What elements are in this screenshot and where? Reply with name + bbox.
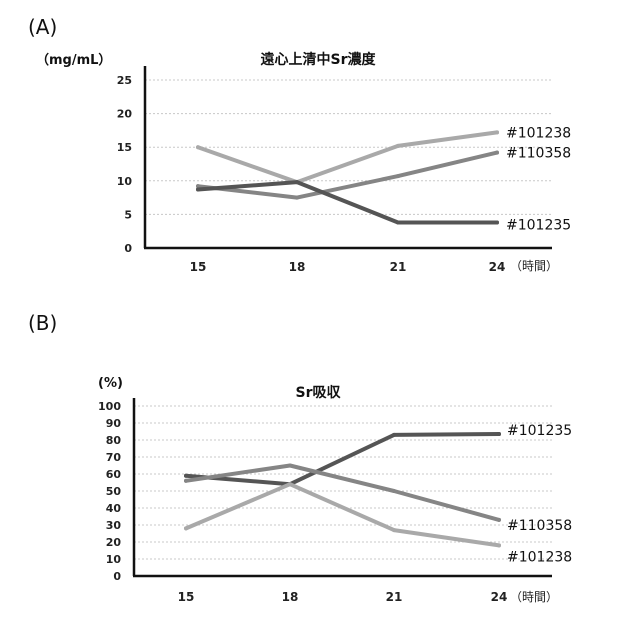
chart-b-series <box>184 432 501 547</box>
chart-b-data-point-110358 <box>497 518 501 522</box>
chart-b-title: Sr吸収 <box>296 384 342 401</box>
chart-b: (B) Sr吸収 (%) （時間） 0 10 20 30 40 50 60 70 80 90 100… <box>28 311 572 604</box>
chart-b-x-tick-label: 21 <box>386 590 403 604</box>
chart-b-y-tick-label: 30 <box>106 519 122 532</box>
chart-a-x-tick-label: 15 <box>190 260 207 274</box>
chart-a-y-tick-label: 5 <box>124 208 132 221</box>
chart-a-series-line-101238 <box>198 132 497 182</box>
chart-a-data-point-101238 <box>396 144 400 148</box>
chart-b-x-ticks: 15 18 21 24 <box>178 590 508 604</box>
chart-a-series-label-110358: #110358 <box>506 146 571 162</box>
chart-a-data-point-101235 <box>495 220 499 224</box>
chart-b-y-tick-label: 50 <box>106 485 122 498</box>
chart-a: (A) 遠心上清中Sr濃度 （mg/mL） （時間） 0 5 10 15 20 25 15… <box>28 15 571 274</box>
chart-b-data-point-101238 <box>184 526 188 530</box>
chart-a-data-point-101238 <box>495 130 499 134</box>
chart-b-x-tick-label: 24 <box>491 590 508 604</box>
chart-b-y-tick-label: 100 <box>98 400 121 413</box>
chart-a-data-point-110358 <box>495 151 499 155</box>
chart-b-y-tick-label: 80 <box>106 434 122 447</box>
chart-a-y-tick-label: 0 <box>124 242 132 255</box>
chart-b-y-tick-label: 10 <box>106 553 122 566</box>
chart-a-y-tick-label: 15 <box>117 141 132 154</box>
chart-b-data-point-101238 <box>288 482 292 486</box>
chart-b-y-tick-label: 90 <box>106 417 122 430</box>
chart-b-series-label-101235: #101235 <box>507 423 572 439</box>
chart-b-grid <box>134 406 552 559</box>
chart-a-x-tick-label: 24 <box>489 260 506 274</box>
chart-a-y-ticks: 0 5 10 15 20 25 <box>117 74 133 255</box>
chart-b-y-ticks: 0 10 20 30 40 50 60 70 80 90 100 <box>98 400 121 583</box>
panel-label-a: (A) <box>28 15 57 39</box>
chart-a-x-unit: （時間） <box>510 259 558 273</box>
chart-b-series-label-101238: #101238 <box>507 549 572 565</box>
chart-b-data-point-110358 <box>184 479 188 483</box>
chart-b-x-tick-label: 18 <box>282 590 299 604</box>
chart-b-y-tick-label: 40 <box>106 502 122 515</box>
chart-a-data-point-101235 <box>196 188 200 192</box>
chart-a-x-tick-label: 21 <box>390 260 407 274</box>
chart-b-data-point-101238 <box>392 528 396 532</box>
chart-a-data-point-110358 <box>396 174 400 178</box>
chart-a-series-label-101238: #101238 <box>506 125 571 141</box>
chart-a-data-point-101235 <box>396 220 400 224</box>
chart-a-series-labels: #101238 #110358 #101235 <box>506 125 571 233</box>
chart-a-y-tick-label: 25 <box>117 74 132 87</box>
chart-b-data-point-110358 <box>392 489 396 493</box>
chart-b-y-tick-label: 70 <box>106 451 122 464</box>
chart-b-series-label-110358: #110358 <box>507 518 572 534</box>
chart-a-grid <box>145 80 552 214</box>
chart-a-title: 遠心上清中Sr濃度 <box>261 51 377 68</box>
chart-a-series-line-110358 <box>198 153 497 198</box>
panel-label-b: (B) <box>28 311 57 335</box>
chart-a-y-tick-label: 20 <box>117 108 133 121</box>
chart-b-y-unit: (%) <box>98 376 123 391</box>
chart-b-y-tick-label: 60 <box>106 468 122 481</box>
chart-a-y-tick-label: 10 <box>117 175 133 188</box>
chart-b-x-tick-label: 15 <box>178 590 195 604</box>
chart-b-y-tick-label: 0 <box>113 570 121 583</box>
chart-a-data-point-101238 <box>196 145 200 149</box>
chart-b-y-tick-label: 20 <box>106 536 122 549</box>
chart-b-data-point-101235 <box>392 433 396 437</box>
chart-a-series <box>196 130 499 224</box>
chart-a-data-point-101235 <box>295 180 299 184</box>
chart-b-data-point-101238 <box>497 543 501 547</box>
chart-a-y-unit: （mg/mL） <box>36 52 111 68</box>
chart-b-data-point-110358 <box>288 464 292 468</box>
chart-b-series-labels: #101235 #110358 #101238 <box>507 423 572 565</box>
chart-b-data-point-101235 <box>184 474 188 478</box>
chart-a-data-point-110358 <box>295 196 299 200</box>
chart-a-x-tick-label: 18 <box>289 260 306 274</box>
chart-a-x-ticks: 15 18 21 24 <box>190 260 506 274</box>
chart-b-x-unit: （時間） <box>510 590 558 604</box>
chart-b-data-point-101235 <box>497 432 501 436</box>
chart-a-series-label-101235: #101235 <box>506 217 571 233</box>
chart-b-series-line-101238 <box>186 484 499 545</box>
